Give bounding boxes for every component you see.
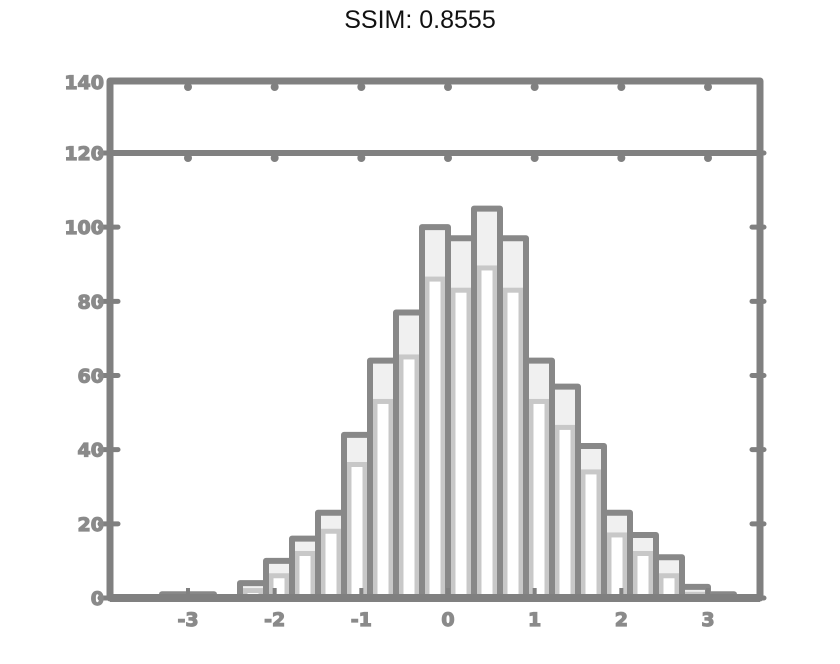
inner-bar [320,528,342,601]
x-tick-top [617,83,626,91]
inner-bar [476,265,498,601]
x-tick-top [530,83,539,91]
bin-band [294,538,316,554]
bin-band [658,557,680,576]
bin-bands [190,208,732,598]
x-tick-mid [357,154,366,162]
bin-band [684,586,706,595]
x-tick-mid [704,154,712,162]
y-tick-label: 0 [91,588,104,610]
y-tick-label: 100 [64,217,104,239]
bin-band [554,386,576,428]
axes-frame [106,77,764,602]
x-tick-mid [184,154,192,162]
outer-bars [136,205,760,602]
bin-band [372,360,394,402]
inner-bar [294,551,316,601]
y-tick-label: 60 [78,366,104,388]
inner-bar [528,398,550,601]
bin-band [268,560,290,576]
inner-bar [450,287,472,601]
x-tick-mid [617,154,626,162]
bin-band [606,512,628,535]
tick-marks [97,83,767,601]
inner-bar [346,462,368,601]
bin-band [450,238,472,291]
inner-bar [424,276,446,601]
bin-band [398,312,420,357]
x-tick-label: 0 [441,609,454,631]
inner-bar [580,469,602,601]
bin-band [424,227,446,280]
bin-band [632,534,654,554]
x-tick-label: -1 [351,609,372,631]
x-tick-mid [270,154,279,162]
x-tick-top [184,83,192,91]
x-tick-top [357,83,366,91]
bin-band [242,583,264,591]
inner-bar [554,424,576,601]
bin-band [346,434,368,465]
x-tick-label: 2 [615,609,628,631]
plot-frame [106,77,764,602]
x-tick-top [444,83,452,91]
tick-labels: -3 -2 -1 0 1 2 3 0 20 40 60 80 100 120 140 [64,71,715,631]
x-tick-mid [444,154,452,162]
y-tick-label: 40 [78,440,104,462]
x-tick-label: 1 [528,609,541,631]
x-tick-label: -2 [264,609,285,631]
x-tick-top [270,83,279,91]
bin-band [476,208,498,268]
x-tick-mid [530,154,539,162]
bin-band [320,512,342,532]
x-tick-label: 3 [701,609,714,631]
y-tick-label: 20 [78,514,104,536]
y-tick-label-top: 140 [64,72,104,94]
inner-bar [372,398,394,601]
x-tick-top [704,83,712,91]
y-tick-label: 80 [78,291,104,313]
x-tick-label: -3 [177,609,198,631]
inner-bars [164,265,706,601]
inner-bar [398,354,420,601]
chart-title: SSIM: 0.8555 [344,6,496,34]
bin-band [528,360,550,402]
inner-bar [632,551,654,601]
bin-band [502,238,524,291]
bin-band [580,445,602,472]
y-tick-label: 120 [64,143,104,165]
inner-bar [502,287,524,601]
